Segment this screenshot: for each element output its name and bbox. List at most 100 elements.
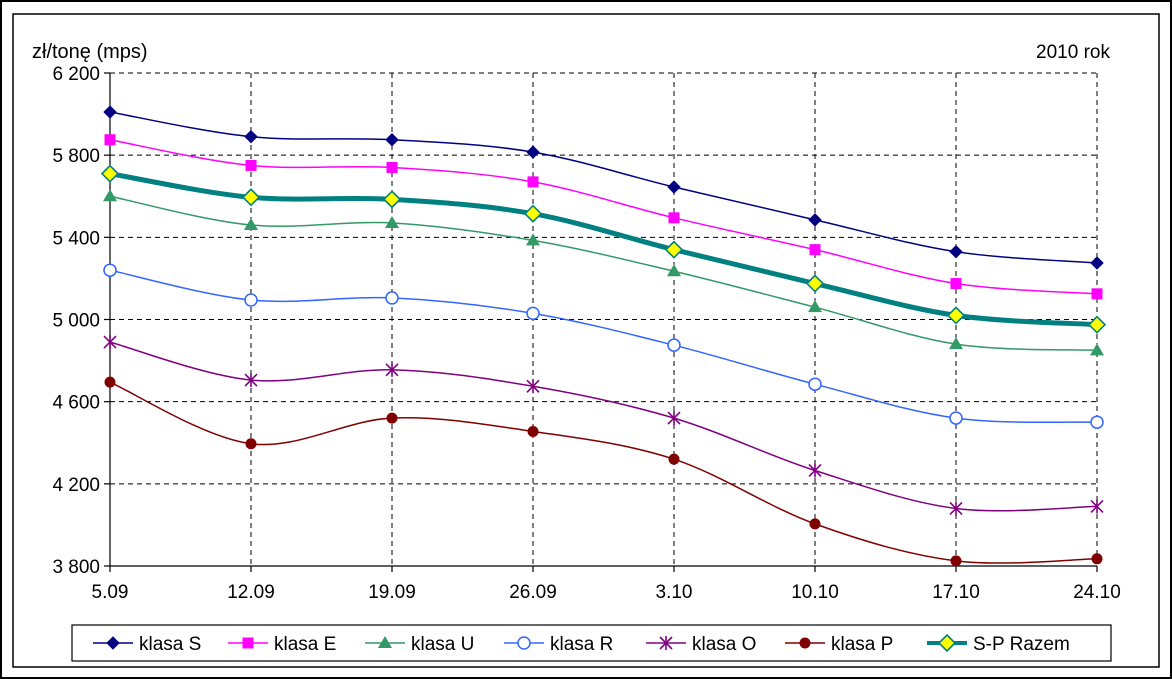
data-point — [526, 233, 540, 246]
x-tick-label: 26.09 — [509, 582, 557, 603]
data-point — [950, 278, 962, 290]
series-line-4 — [109, 341, 1098, 512]
x-tick-label: 17.10 — [932, 582, 980, 603]
data-point — [244, 218, 258, 231]
series-markers — [100, 105, 1107, 567]
y-tick-label: 4 200 — [52, 475, 100, 496]
inner-border — [12, 13, 1160, 668]
data-point — [668, 212, 680, 224]
data-point — [668, 453, 680, 465]
legend: klasa S klasa E klasa U klasa R klasa O klasa… — [93, 633, 1070, 655]
data-point — [103, 263, 117, 277]
legend-label: klasa S — [139, 634, 201, 655]
data-point — [386, 412, 398, 424]
data-point — [241, 188, 261, 207]
data-point — [950, 555, 962, 567]
data-point — [1090, 415, 1104, 429]
data-point — [526, 145, 540, 159]
y-tick-label: 5 800 — [52, 146, 100, 167]
data-point — [244, 373, 258, 388]
data-point — [245, 159, 257, 171]
data-point — [949, 501, 963, 516]
data-point — [527, 425, 539, 437]
data-point — [1090, 256, 1104, 270]
data-point — [104, 376, 116, 388]
series-line-1 — [109, 139, 1098, 295]
legend-label: klasa U — [411, 634, 474, 655]
data-point — [949, 411, 963, 425]
legend-swatch-marker — [517, 636, 531, 650]
data-point — [386, 161, 398, 173]
data-point — [808, 213, 822, 227]
data-point — [385, 133, 399, 147]
legend-label: S-P Razem — [973, 634, 1070, 655]
legend-swatch-marker — [106, 636, 120, 650]
data-point — [949, 337, 963, 350]
year-annotation: 2010 rok — [1036, 42, 1110, 63]
data-point — [527, 176, 539, 188]
legend-swatch-marker — [659, 636, 673, 650]
data-point — [103, 105, 117, 119]
series-line-3 — [109, 269, 1098, 424]
data-point — [526, 379, 540, 394]
data-point — [244, 293, 258, 307]
x-tick-label: 3.10 — [656, 582, 693, 603]
data-point — [667, 264, 681, 277]
data-point — [382, 190, 402, 209]
data-point — [809, 244, 821, 256]
legend-label: klasa P — [831, 634, 893, 655]
x-tick-label: 12.09 — [227, 582, 275, 603]
data-point — [1090, 499, 1104, 514]
data-point — [664, 240, 684, 259]
y-tick-label: 6 200 — [52, 64, 100, 85]
data-point — [667, 411, 681, 426]
y-tick-label: 5 000 — [52, 311, 100, 332]
data-point — [809, 518, 821, 530]
data-point — [949, 245, 963, 259]
series-line-0 — [109, 111, 1098, 264]
series-lines — [109, 111, 1098, 564]
data-point — [103, 189, 117, 202]
data-point — [100, 164, 120, 183]
data-point — [104, 134, 116, 146]
data-point — [1091, 553, 1103, 565]
legend-swatch-marker — [799, 637, 811, 649]
data-point — [805, 274, 825, 293]
y-tick-label: 4 600 — [52, 393, 100, 414]
data-point — [808, 300, 822, 313]
data-point — [667, 180, 681, 194]
y-axis-label: zł/tonę (mps) — [32, 41, 148, 63]
data-point — [385, 215, 399, 228]
legend-label: klasa O — [692, 634, 756, 655]
x-tick-label: 19.09 — [368, 582, 416, 603]
legend-swatch-marker — [937, 633, 957, 653]
series-line-2 — [109, 195, 1098, 352]
legend-swatch-marker — [378, 636, 392, 648]
data-point — [526, 306, 540, 321]
legend-label: klasa R — [550, 634, 613, 655]
series-line-5 — [109, 381, 1098, 564]
data-point — [1091, 288, 1103, 300]
data-point — [103, 335, 117, 350]
legend-label: klasa E — [274, 634, 336, 655]
x-tick-label: 5.09 — [92, 582, 129, 603]
data-point — [1090, 343, 1104, 356]
data-point — [245, 438, 257, 450]
data-point — [523, 204, 543, 223]
data-point — [808, 463, 822, 478]
data-point — [946, 306, 966, 325]
data-point — [244, 129, 258, 144]
data-point — [385, 291, 399, 305]
axes: 3 800 4 200 4 600 5 000 5 400 5 800 6 200 5.09 1… — [52, 64, 1120, 603]
x-tick-label: 10.10 — [791, 582, 839, 603]
x-tick-label: 24.10 — [1073, 582, 1121, 603]
series-line-6 — [109, 171, 1098, 328]
data-point — [808, 377, 822, 391]
legend-swatch-marker — [242, 637, 254, 649]
data-point — [1087, 315, 1107, 334]
y-tick-label: 3 800 — [52, 557, 100, 578]
data-point — [385, 362, 399, 377]
data-point — [667, 338, 681, 352]
